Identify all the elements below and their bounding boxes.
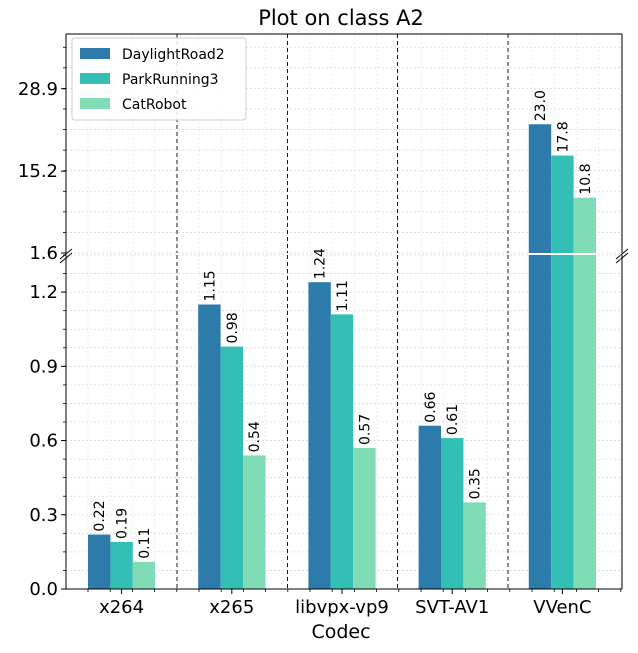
bar [528,255,552,589]
legend-label: ParkRunning3 [122,72,219,88]
bar [353,447,376,589]
x-tick-label: SVT-AV1 [415,597,489,618]
bar [463,502,486,589]
data-label: 10.8 [578,163,594,194]
data-label: 0.61 [445,404,461,435]
bar [110,541,133,589]
legend: DaylightRoad2 ParkRunning3 CatRobot [71,37,247,121]
y-tick-label: 15.2 [18,161,58,182]
x-axis-label: Codec [311,621,370,643]
bar [441,438,464,589]
y-tick-label: 0.0 [29,579,58,600]
legend-label: DaylightRoad2 [122,47,225,63]
y-tick-label: 0.9 [29,356,58,377]
y-tick-label: 28.9 [18,79,58,100]
bar [528,124,552,253]
bar [573,255,596,589]
data-label: 17.8 [555,121,571,152]
bar [88,534,111,589]
legend-swatch [80,98,110,109]
x-tick-label: libvpx-vp9 [295,597,389,618]
y-tick-label: 1.2 [29,282,58,303]
data-label: 23.0 [533,90,549,121]
bar [243,455,266,589]
data-label: 1.24 [313,248,329,279]
legend-swatch [80,73,110,84]
x-tick-label: x265 [209,597,254,618]
bar [198,304,221,589]
axis-break-mark [615,248,629,260]
data-label: 0.57 [357,414,373,445]
x-axis: x264 x265 libvpx-vp9 SVT-AV1 VVenC [87,589,622,618]
axis-break-mark [59,248,73,260]
legend-box [71,37,247,121]
y-tick-label: 0.3 [29,505,58,526]
bar [308,282,331,589]
data-label: 1.15 [202,270,218,301]
y-tick-label: 0.6 [29,431,58,452]
data-label: 1.11 [335,280,351,311]
data-label: 0.54 [247,421,263,452]
x-tick-label: VVenC [533,597,591,618]
data-label: 0.22 [92,500,108,531]
y-tick-label: 1.6 [29,243,58,264]
legend-swatch [80,48,110,59]
bar [573,197,596,253]
bar [132,561,156,589]
lower-panel: 0.22 1.15 1.24 0.66 0.19 0.98 1.11 0.61 0.11 0.54… [29,248,623,600]
data-label: 0.19 [115,508,131,539]
data-label: 0.35 [468,468,484,499]
bar [418,425,441,589]
chart-title: Plot on class A2 [258,6,424,30]
axis-break-gap [530,253,596,256]
legend-label: CatRobot [122,97,187,113]
data-label: 0.11 [137,528,153,559]
upper-panel: 23.0 17.8 10.8 1.6 15.2 28.9 [18,33,629,264]
x-tick-label: x264 [99,597,144,618]
bar [551,255,574,589]
bar [551,155,574,253]
data-label: 0.66 [423,391,439,422]
bar [220,346,243,589]
data-label: 0.98 [225,312,241,343]
bar [330,314,354,589]
